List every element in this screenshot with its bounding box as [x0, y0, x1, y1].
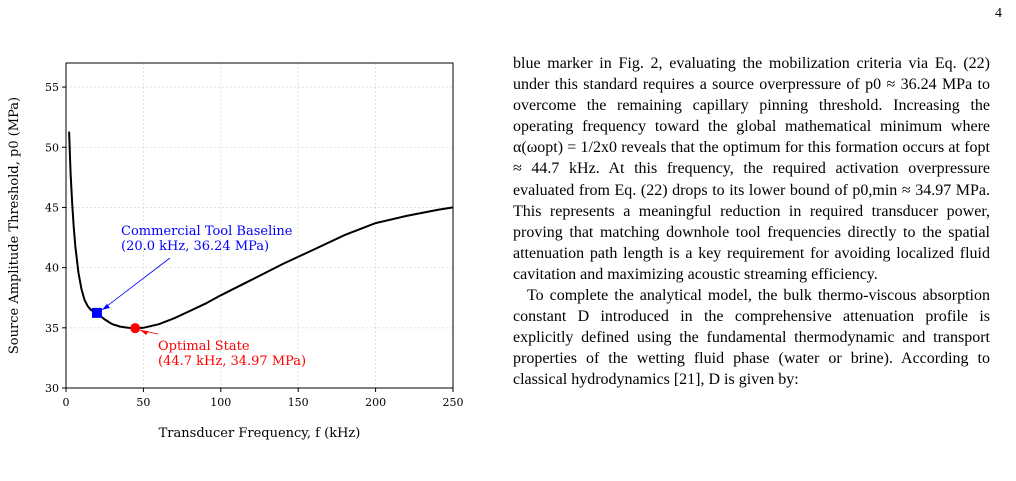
y-tick-label: 40: [45, 262, 59, 275]
optimal-arrow-head: [140, 330, 149, 336]
page-number: 4: [995, 6, 1002, 21]
baseline-marker: [91, 307, 102, 318]
baseline-arrow: [101, 257, 171, 311]
paragraph-1: blue marker in Fig. 2, evaluating the mo…: [513, 55, 990, 283]
x-tick-label: 200: [365, 396, 386, 409]
optimal-annotation-line: Optimal State: [158, 339, 250, 354]
y-axis-label: Source Amplitude Threshold, p0 (MPa): [7, 97, 22, 354]
y-tick-label: 50: [45, 141, 59, 154]
y-tick-label: 35: [45, 322, 59, 335]
x-tick-label: 0: [63, 396, 70, 409]
threshold-curve: [68, 131, 454, 330]
baseline-annotation-line: (20.0 kHz, 36.24 MPa): [121, 239, 269, 254]
y-tick-label: 45: [45, 201, 59, 214]
optimal-annotation-line: (44.7 kHz, 34.97 MPa): [158, 354, 306, 369]
paragraph-2: To complete the analytical model, the bu…: [513, 287, 990, 389]
body-text: blue marker in Fig. 2, evaluating the mo…: [513, 53, 990, 391]
baseline-arrow-head: [101, 303, 110, 310]
baseline-annotation-line: Commercial Tool Baseline: [121, 224, 293, 239]
figure: 0 50 100 150 200 250 30 35 40 45 50 55 Transducer Fr…: [0, 0, 480, 481]
y-tick-label: 55: [45, 81, 59, 94]
x-tick-label: 100: [210, 396, 231, 409]
chart: 0 50 100 150 200 250 30 35 40 45 50 55 Transducer Fr…: [7, 62, 464, 441]
x-tick-label: 250: [443, 396, 464, 409]
x-tick-label: 150: [288, 396, 309, 409]
plot-frame: [65, 62, 454, 389]
x-axis-label: Transducer Frequency, f (kHz): [159, 426, 361, 441]
x-tick-label: 50: [136, 396, 150, 409]
optimal-marker: [130, 323, 141, 334]
y-tick-label: 30: [45, 382, 59, 395]
